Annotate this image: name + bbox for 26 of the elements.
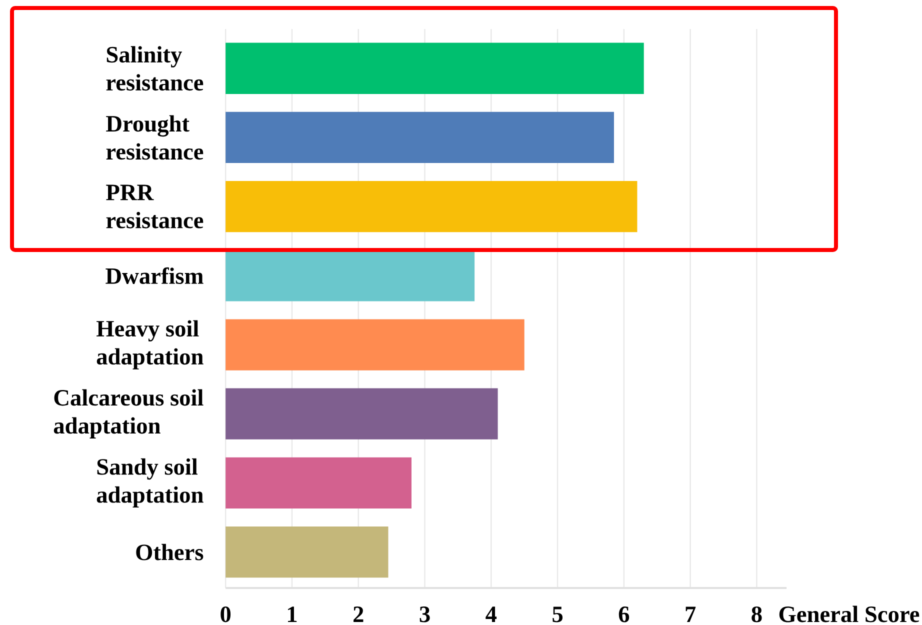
bar [226,457,412,509]
x-axis-title: General Score [779,606,920,622]
x-tick-label: 8 [752,606,762,622]
bar [226,388,498,440]
y-tick-label: Calcareous soil adaptation [54,389,204,438]
y-tick-label: PRR resistance [106,184,204,228]
bar [226,319,524,370]
y-tick-label: Drought resistance [106,115,204,160]
x-tick-label: 0 [220,606,231,622]
bar [226,42,644,94]
y-tick-label: Dwarfism [106,267,204,284]
x-tick-label: 5 [552,606,563,622]
bar [226,181,638,232]
x-tick-label: 3 [420,606,430,622]
x-tick-label: 6 [618,606,630,622]
bar [226,250,475,302]
bar [226,112,614,164]
y-tick-label: Heavy soil adaptation [96,320,204,370]
bar [226,526,388,578]
x-tick-label: 2 [354,606,364,622]
x-tick-label: 7 [686,606,696,622]
y-tick-label: Sandy soil adaptation [96,458,204,508]
y-tick-label: Salinity resistance [106,46,204,91]
y-tick-label: Others [136,544,204,560]
x-tick-label: 1 [288,606,297,622]
x-tick-label: 4 [486,606,497,622]
